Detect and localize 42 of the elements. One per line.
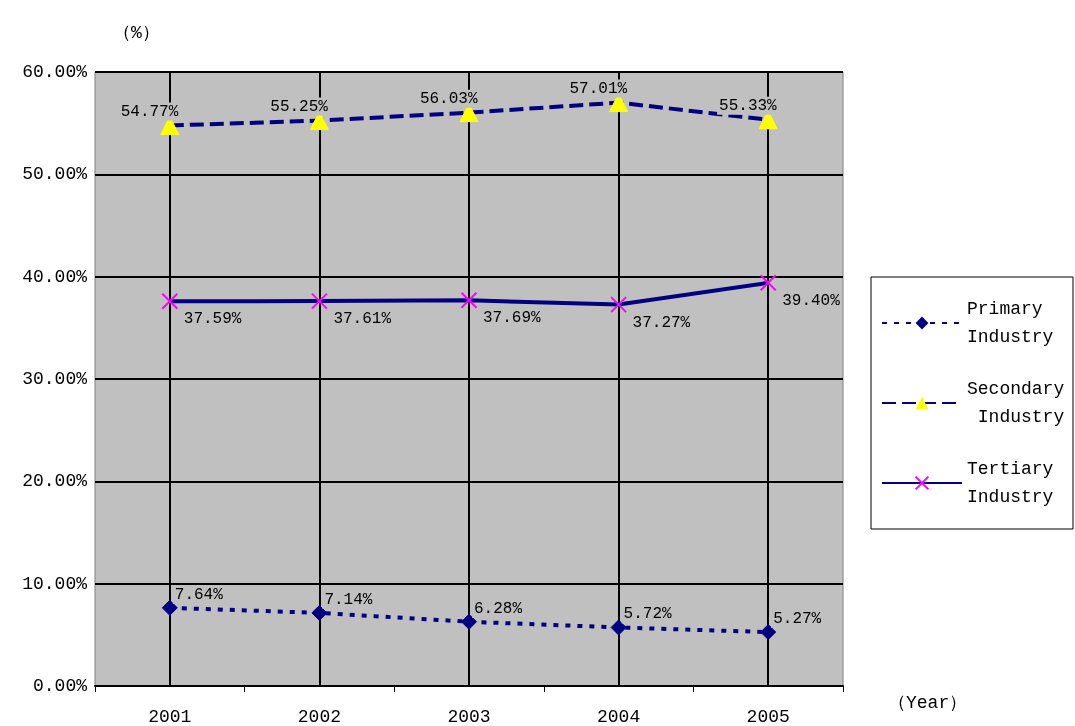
y-tick-label: 30.00% bbox=[22, 369, 88, 389]
legend-label: Secondary Industry bbox=[967, 379, 1065, 427]
y-tick-label: 10.00% bbox=[22, 573, 88, 594]
point bbox=[311, 604, 328, 621]
point bbox=[610, 296, 628, 314]
point bbox=[310, 292, 328, 310]
legend-label: Primary Industry bbox=[967, 299, 1054, 347]
x-tick-label: 2001 bbox=[148, 707, 192, 726]
data-label: 7.64% bbox=[174, 585, 224, 604]
x-tick-label: 2005 bbox=[746, 707, 790, 726]
data-label: 6.28% bbox=[474, 599, 523, 618]
legend-label: Tertiary Industry bbox=[967, 459, 1065, 507]
point bbox=[610, 619, 627, 636]
point bbox=[161, 292, 179, 310]
data-label: 57.01% bbox=[569, 79, 628, 98]
data-label: 7.14% bbox=[324, 590, 373, 609]
data-label: 37.27% bbox=[632, 313, 691, 332]
x-tick-label: 2004 bbox=[596, 707, 641, 726]
data-label: 5.72% bbox=[623, 605, 673, 624]
y-tick-label: 20.00% bbox=[22, 471, 88, 492]
data-label: 55.33% bbox=[719, 96, 778, 115]
x-tick-label: 2002 bbox=[297, 707, 342, 726]
x-axis-title: （Year） bbox=[888, 693, 968, 713]
y-tick-label: 60.00% bbox=[22, 62, 88, 82]
data-label: 55.25% bbox=[270, 97, 329, 116]
point bbox=[460, 291, 478, 309]
data-label: 56.03% bbox=[419, 89, 478, 108]
y-tick-label: 0.00% bbox=[32, 676, 88, 696]
y-tick-label: 40.00% bbox=[22, 266, 88, 287]
y-tick-label: 50.00% bbox=[22, 164, 88, 185]
data-label: 39.40% bbox=[782, 291, 841, 310]
point bbox=[161, 599, 178, 616]
data-label: 37.61% bbox=[333, 310, 392, 329]
point bbox=[461, 613, 477, 630]
data-label: 54.77% bbox=[120, 102, 179, 121]
x-tick-label: 2003 bbox=[447, 707, 491, 726]
data-label: 37.69% bbox=[483, 309, 542, 328]
point bbox=[759, 274, 777, 292]
y-axis-title: （%） bbox=[112, 23, 160, 43]
point bbox=[760, 624, 777, 641]
data-label: 5.27% bbox=[773, 610, 822, 629]
data-label: 37.59% bbox=[183, 310, 242, 329]
